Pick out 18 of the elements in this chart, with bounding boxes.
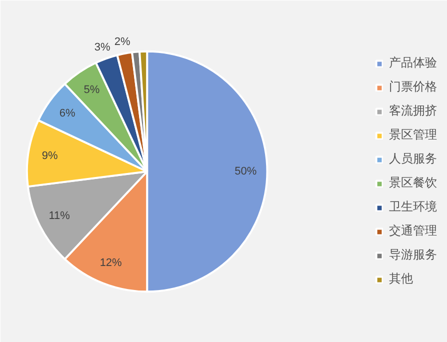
data-label: 12%	[100, 256, 122, 269]
legend-label: 门票价格	[389, 78, 437, 96]
data-label: 6%	[59, 108, 76, 120]
data-label: 2%	[114, 36, 130, 48]
data-label: 50%	[234, 166, 257, 178]
legend-label: 景区管理	[389, 126, 437, 144]
legend-label: 卫生环境	[389, 198, 437, 216]
data-label: 9%	[42, 150, 58, 162]
data-label: 11%	[48, 210, 70, 222]
legend-label: 人员服务	[389, 150, 437, 168]
legend-label: 产品体验	[389, 54, 437, 72]
legend-label: 交通管理	[389, 222, 437, 240]
legend-label: 景区餐饮	[389, 174, 437, 192]
data-label: 5%	[84, 84, 100, 96]
legend-label: 其他	[389, 270, 413, 288]
legend-label: 客流拥挤	[389, 102, 437, 120]
data-label: 3%	[94, 41, 110, 54]
legend-label: 导游服务	[389, 246, 437, 264]
